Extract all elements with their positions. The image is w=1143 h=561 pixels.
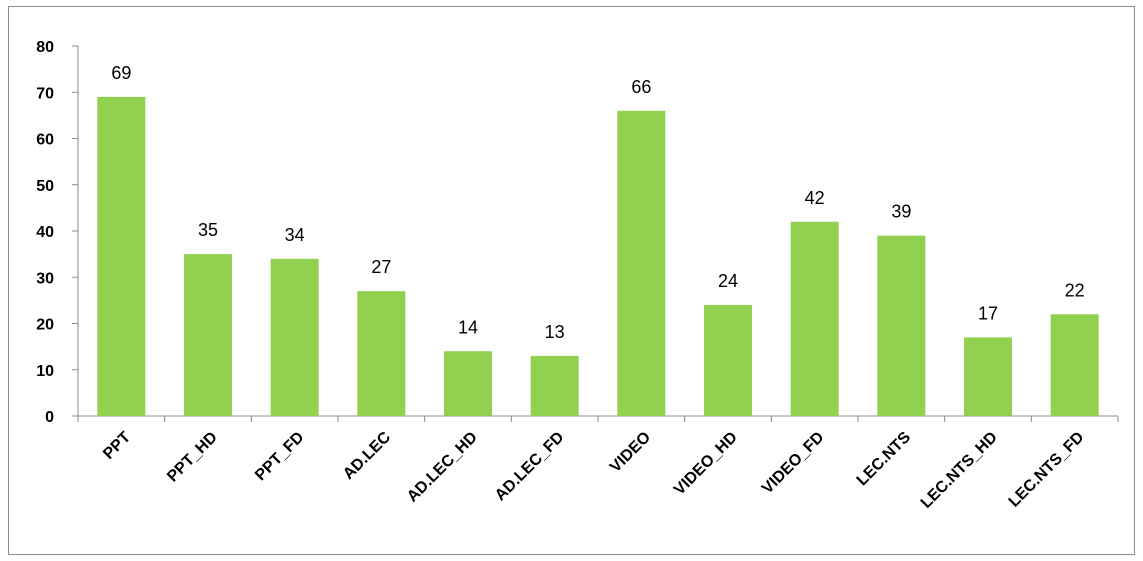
y-tick-label: 70 — [36, 85, 54, 102]
data-label: 22 — [1065, 280, 1085, 300]
data-label: 69 — [111, 63, 131, 83]
data-label: 39 — [891, 202, 911, 222]
category-label: AD.LEC — [340, 428, 394, 482]
bar — [444, 351, 492, 416]
bar — [1050, 314, 1099, 416]
y-tick-label: 20 — [36, 317, 54, 334]
y-tick-label: 50 — [36, 178, 54, 195]
bar — [530, 355, 579, 416]
data-label: 13 — [545, 322, 565, 342]
category-label: VIDEO_FD — [759, 429, 828, 498]
category-label: VIDEO — [607, 429, 654, 476]
category-label: PPT_FD — [252, 429, 307, 484]
bar — [617, 110, 666, 416]
category-label: LEC.NTS — [854, 429, 915, 490]
x-axis — [77, 415, 1119, 422]
y-tick-label: 80 — [36, 39, 54, 56]
data-label: 27 — [371, 257, 391, 277]
data-label: 17 — [978, 303, 998, 323]
data-label: 35 — [198, 220, 218, 240]
data-label: 14 — [458, 317, 478, 337]
bar — [790, 221, 839, 416]
bar — [704, 305, 752, 416]
bar — [270, 258, 319, 416]
data-labels: 69 35 34 27 14 13 66 24 42 39 17 22 — [111, 63, 1084, 342]
category-label: PPT_HD — [164, 429, 221, 486]
y-tick-label: 30 — [36, 270, 54, 287]
data-label: 34 — [285, 225, 305, 245]
category-labels: PPT PPT_HD PPT_FD AD.LEC AD.LEC_HD AD.LEC_FD V… — [100, 428, 1087, 511]
bar — [357, 291, 406, 416]
data-label: 66 — [631, 77, 651, 97]
bar — [184, 254, 232, 416]
y-tick-label: 0 — [45, 409, 54, 426]
y-tick-label: 10 — [36, 363, 54, 380]
category-label: AD.LEC_HD — [404, 429, 481, 506]
category-label: AD.LEC_FD — [492, 429, 568, 505]
bar — [964, 337, 1012, 416]
y-tick-label: 40 — [36, 224, 54, 241]
bars — [97, 96, 1099, 416]
bar — [877, 235, 926, 416]
y-tick-label: 60 — [36, 132, 54, 149]
data-label: 24 — [718, 271, 738, 291]
data-label: 42 — [805, 188, 825, 208]
category-label: PPT — [100, 429, 134, 463]
category-label: LEC.NTS_HD — [918, 429, 1001, 512]
bar — [97, 96, 146, 416]
y-axis: 0 10 20 30 40 50 60 70 80 — [36, 39, 79, 426]
category-label: VIDEO_HD — [671, 429, 741, 499]
category-label: LEC.NTS_FD — [1006, 429, 1088, 511]
